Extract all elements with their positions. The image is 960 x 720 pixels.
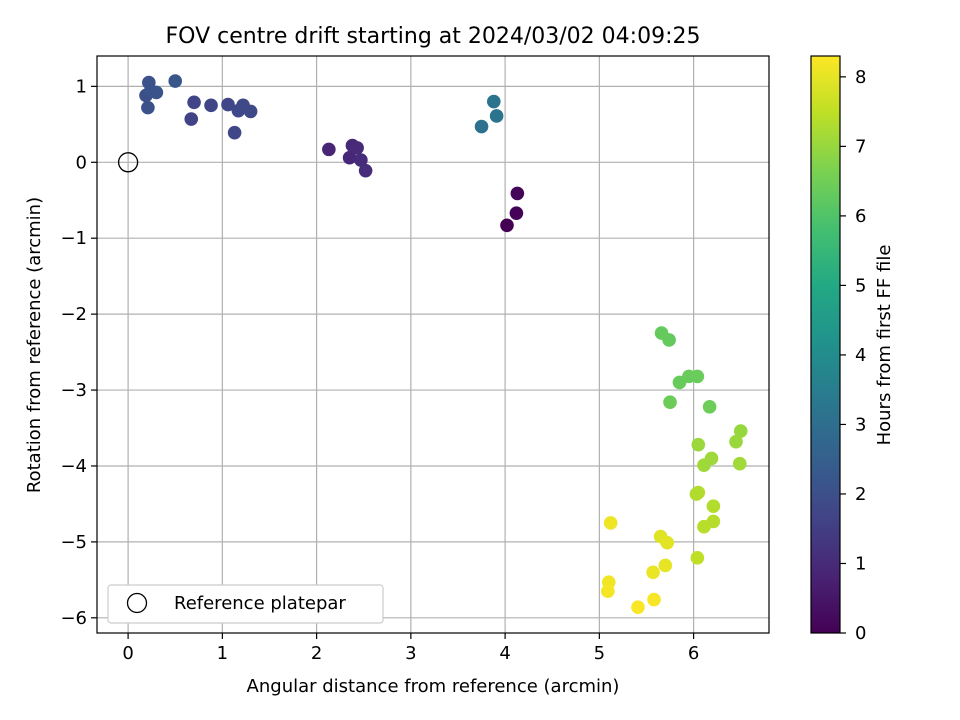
data-point	[663, 395, 677, 410]
legend-box	[107, 584, 384, 624]
colorbar-tick-label: 5	[855, 275, 866, 296]
data-point	[697, 458, 711, 473]
data-point	[660, 535, 675, 550]
y-tick-label: −5	[60, 532, 87, 553]
data-point	[702, 399, 717, 414]
data-point	[350, 141, 364, 155]
data-point	[697, 519, 711, 534]
y-axis-ticks: 1 0 −1 −2 −3 −4 −5 −6	[60, 76, 97, 629]
data-point	[729, 434, 743, 449]
data-point	[322, 142, 336, 157]
data-point	[243, 104, 258, 119]
legend-label: Reference platepar	[174, 593, 346, 614]
data-point	[141, 100, 155, 115]
y-tick-label: −1	[60, 228, 87, 249]
colorbar-tick-label: 6	[855, 206, 866, 227]
data-point	[184, 112, 199, 126]
y-tick-label: 1	[76, 76, 87, 97]
data-point	[221, 97, 235, 112]
data-point	[662, 333, 676, 347]
data-point	[658, 558, 673, 573]
data-point	[358, 163, 373, 178]
x-tick-label: 6	[688, 643, 699, 664]
data-point	[646, 565, 660, 580]
x-tick-label: 0	[122, 643, 133, 664]
y-tick-label: −2	[60, 304, 87, 325]
data-point	[168, 74, 183, 88]
y-tick-label: −6	[60, 608, 87, 629]
data-point	[690, 551, 705, 565]
x-tick-label: 5	[594, 643, 605, 664]
legend: Reference platepar	[107, 584, 384, 624]
data-point	[486, 94, 501, 109]
x-tick-label: 3	[405, 643, 416, 664]
data-point	[354, 153, 368, 167]
colorbar-tick-label: 3	[855, 414, 866, 435]
data-point	[227, 125, 242, 140]
x-axis-label: Angular distance from reference (arcmin)	[247, 676, 620, 697]
data-point	[603, 516, 618, 530]
data-point	[601, 584, 615, 599]
y-axis-label: Rotation from reference (arcmin)	[24, 197, 45, 493]
x-tick-label: 4	[499, 643, 510, 664]
data-point	[647, 592, 661, 607]
data-point	[149, 85, 164, 100]
data-point	[474, 119, 489, 134]
x-tick-label: 2	[311, 643, 322, 664]
data-point	[691, 485, 706, 500]
data-point	[187, 95, 201, 110]
colorbar-tick-label: 8	[855, 67, 866, 88]
data-point	[510, 186, 525, 201]
colorbar-tick-label: 0	[855, 623, 866, 644]
data-point	[706, 499, 721, 514]
data-points	[139, 74, 748, 614]
data-point	[204, 98, 218, 113]
colorbar-frame	[810, 55, 841, 634]
data-point	[631, 600, 645, 614]
colorbar-ticks: 0 1 2 3 4 5 6 7 8	[840, 67, 866, 644]
y-tick-label: −3	[60, 380, 87, 401]
reference-platepar-marker	[117, 152, 139, 173]
colorbar-tick-label: 2	[855, 484, 866, 505]
data-point	[509, 206, 524, 220]
colorbar-tick-label: 7	[855, 136, 866, 157]
data-point	[489, 109, 504, 123]
x-axis-ticks: 0 1 2 3 4 5 6	[122, 633, 699, 664]
data-point	[732, 456, 747, 471]
colorbar-gradient	[811, 56, 840, 633]
x-tick-label: 1	[217, 643, 228, 664]
plot-frame	[96, 55, 770, 634]
legend-reference-marker	[126, 592, 148, 614]
reference-marker	[117, 152, 139, 173]
colorbar-tick-label: 4	[855, 345, 866, 366]
data-point	[691, 437, 706, 452]
data-point	[733, 424, 748, 438]
y-tick-label: 0	[76, 152, 87, 173]
data-point	[500, 218, 514, 233]
chart-title: FOV centre drift starting at 2024/03/02 …	[166, 24, 701, 49]
colorbar: 0 1 2 3 4 5 6 7 8 Hours from first FF file	[810, 55, 895, 644]
colorbar-tick-label: 1	[855, 553, 866, 574]
data-point	[342, 150, 357, 165]
colorbar-label: Hours from first FF file	[874, 245, 895, 446]
y-tick-label: −4	[60, 456, 87, 477]
data-point	[690, 369, 705, 384]
